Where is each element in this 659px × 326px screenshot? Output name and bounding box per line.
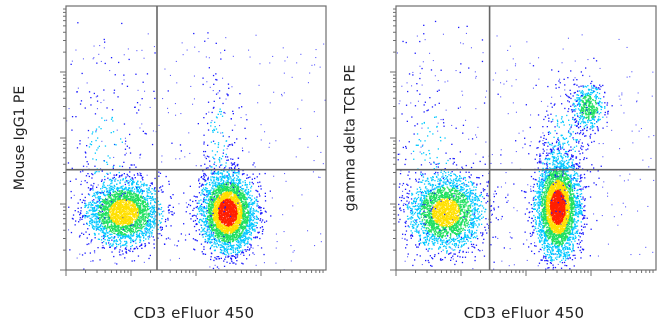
x-axis-label-1: CD3 eFluor 450 <box>133 304 255 322</box>
axis-ticks <box>60 8 324 276</box>
y-axis-label-2: gamma delta TCR PE <box>341 64 358 212</box>
event-dots <box>66 22 326 271</box>
scatter-plot-1 <box>60 5 327 276</box>
scatter-plot-2 <box>390 5 657 276</box>
x-axis-label-2: CD3 eFluor 450 <box>463 304 585 322</box>
plot-panel-1: Mouse IgG1 PE CD3 eFluor 450 <box>12 5 327 322</box>
plot-panel-2: gamma delta TCR PE CD3 eFluor 450 <box>330 0 659 326</box>
axis-ticks <box>390 8 654 276</box>
event-dots <box>396 20 655 270</box>
y-axis-label-1: Mouse IgG1 PE <box>12 85 29 191</box>
